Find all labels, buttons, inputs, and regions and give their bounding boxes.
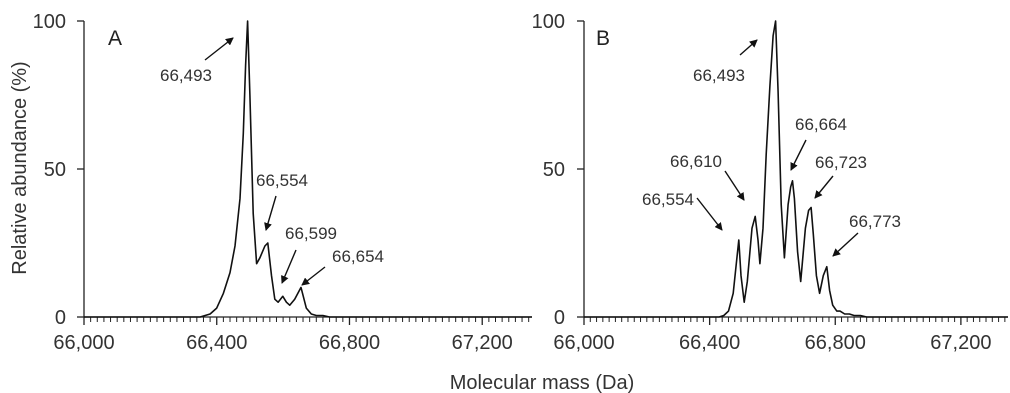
spectrum-line bbox=[84, 20, 532, 318]
peak-arrow bbox=[264, 195, 277, 231]
peak-arrow bbox=[281, 249, 297, 284]
peak-arrow bbox=[204, 37, 234, 61]
peak-label: 66,654 bbox=[332, 247, 384, 266]
y-tick-label: 50 bbox=[44, 159, 66, 181]
peak-label: 66,773 bbox=[849, 212, 901, 231]
panel-a: 66,000 66,400 66,800 67,200 0 50 100 A 66,493 66,… bbox=[33, 11, 532, 354]
x-tick-label: 67,200 bbox=[930, 332, 991, 354]
x-tick-label: 66,400 bbox=[186, 332, 247, 354]
y-axis-title: Relative abundance (%) bbox=[9, 61, 31, 274]
x-tick-label: 66,800 bbox=[805, 332, 866, 354]
x-tick-label: 66,800 bbox=[319, 332, 380, 354]
peak-label: 66,664 bbox=[795, 115, 847, 134]
peak-arrow bbox=[696, 197, 723, 231]
y-tick-label: 100 bbox=[33, 11, 66, 33]
peak-label: 66,554 bbox=[642, 190, 694, 209]
x-tick-label: 67,200 bbox=[452, 332, 513, 354]
peak-arrow bbox=[814, 175, 834, 199]
y-tick-label: 50 bbox=[543, 159, 565, 181]
peak-label: 66,599 bbox=[285, 224, 337, 243]
peak-label: 66,610 bbox=[670, 152, 722, 171]
x-tick-label: 66,000 bbox=[553, 332, 614, 354]
x-tick-label: 66,400 bbox=[679, 332, 740, 354]
panel-b: 66,000 66,400 66,800 67,200 0 50 100 B 66,493 66,… bbox=[532, 11, 1008, 354]
peak-arrow bbox=[724, 170, 745, 201]
y-tick-label: 100 bbox=[532, 11, 565, 33]
peak-arrow bbox=[832, 232, 859, 257]
peak-label: 66,554 bbox=[256, 171, 308, 190]
y-tick-label: 0 bbox=[554, 307, 565, 329]
panel-label: A bbox=[108, 27, 122, 50]
spectrum-line bbox=[584, 20, 1008, 318]
y-tick-label: 0 bbox=[55, 307, 66, 329]
peak-arrow bbox=[739, 39, 758, 56]
peak-label: 66,723 bbox=[815, 153, 867, 172]
peak-label: 66,493 bbox=[693, 66, 745, 85]
x-axis-title: Molecular mass (Da) bbox=[450, 372, 634, 393]
panel-label: B bbox=[596, 27, 610, 50]
peak-arrow bbox=[790, 139, 807, 171]
peak-label: 66,493 bbox=[160, 66, 212, 85]
peak-arrow bbox=[301, 266, 326, 286]
x-tick-label: 66,000 bbox=[53, 332, 114, 354]
